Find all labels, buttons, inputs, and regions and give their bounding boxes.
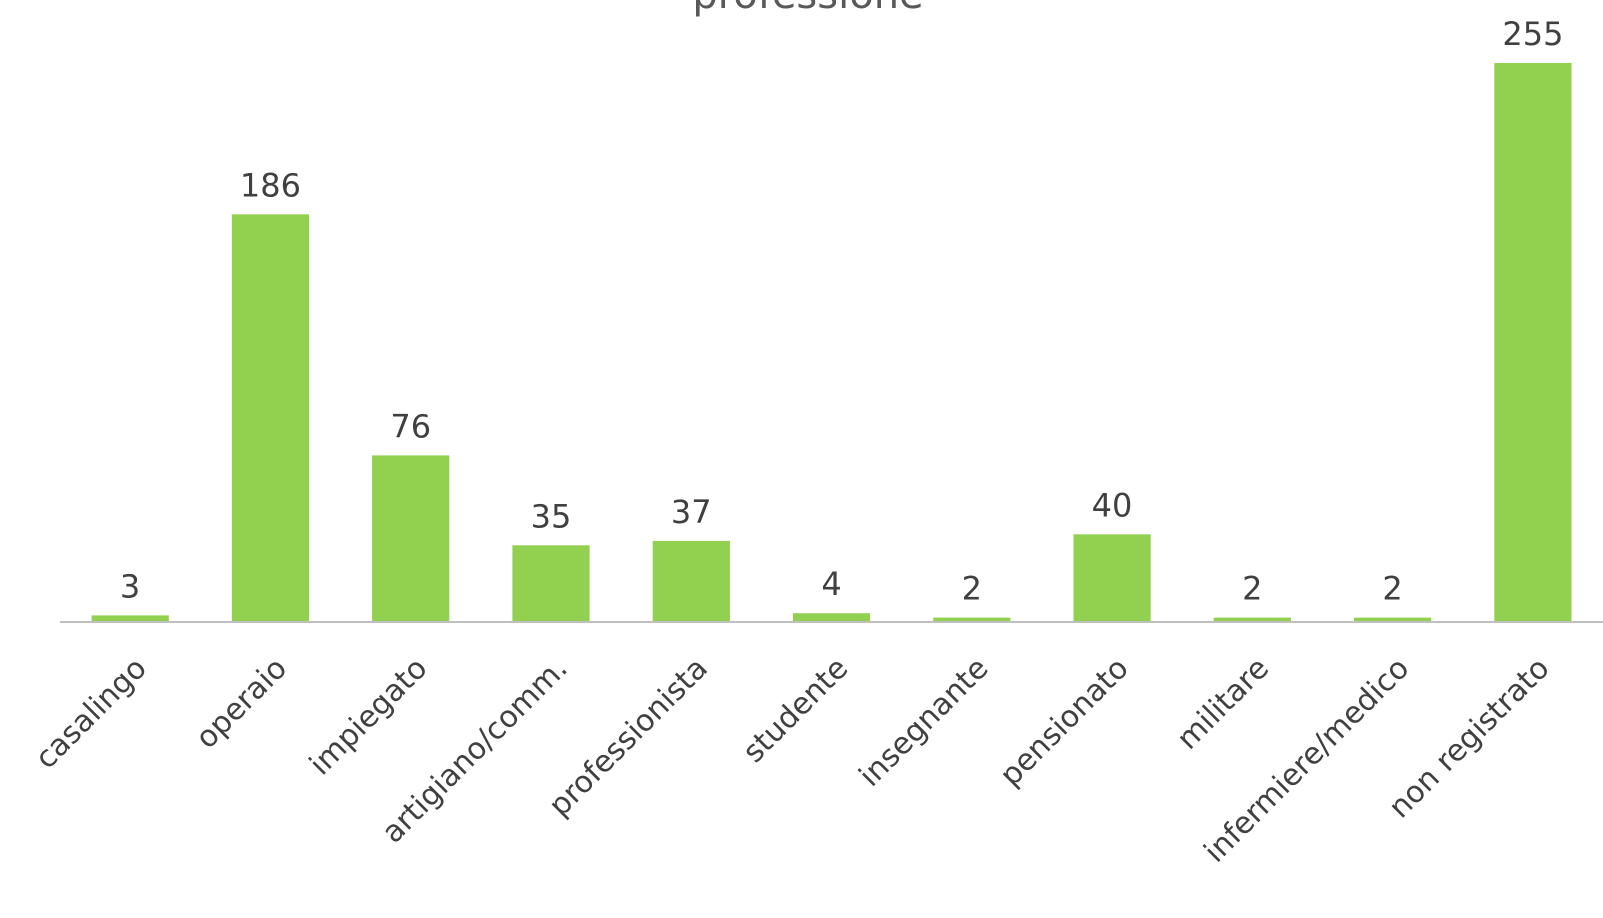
data-label-9: 2 <box>1382 570 1402 608</box>
data-label-3: 35 <box>531 497 572 535</box>
data-labels-layer: 3 186 76 35 37 4 2 40 2 2 255 <box>120 15 1564 608</box>
chart-title: professione <box>692 0 923 18</box>
bar-6 <box>933 617 1011 622</box>
data-label-10: 255 <box>1502 15 1563 53</box>
bar-4 <box>652 540 730 622</box>
bar-5 <box>792 613 871 622</box>
x-tick-label-2: impiegato <box>303 651 434 782</box>
x-tick-label-7: pensionato <box>993 651 1135 793</box>
data-label-1: 186 <box>240 166 301 204</box>
data-label-0: 3 <box>120 567 140 605</box>
x-tick-label-5: studente <box>736 651 855 770</box>
x-tick-label-8: militare <box>1170 651 1276 757</box>
data-label-7: 40 <box>1092 486 1133 524</box>
bars-layer <box>91 63 1572 623</box>
bar-9 <box>1354 617 1432 622</box>
bar-10 <box>1494 63 1572 622</box>
bar-2 <box>372 455 450 622</box>
tick-labels-layer: casalingo operaio impiegatoartigiano/comm.… <box>29 651 1557 870</box>
bar-0 <box>91 615 169 622</box>
data-label-5: 4 <box>821 565 841 603</box>
bar-8 <box>1213 617 1291 622</box>
bar-1 <box>231 214 309 623</box>
data-label-4: 37 <box>671 493 712 531</box>
bar-3 <box>512 545 590 622</box>
x-tick-label-0: casalingo <box>29 651 154 776</box>
data-label-8: 2 <box>1242 570 1262 608</box>
data-label-6: 2 <box>962 570 982 608</box>
data-label-2: 76 <box>390 407 431 445</box>
x-tick-label-1: operaio <box>189 651 294 756</box>
x-tick-label-6: insegnante <box>853 651 996 794</box>
bar-7 <box>1073 534 1151 622</box>
